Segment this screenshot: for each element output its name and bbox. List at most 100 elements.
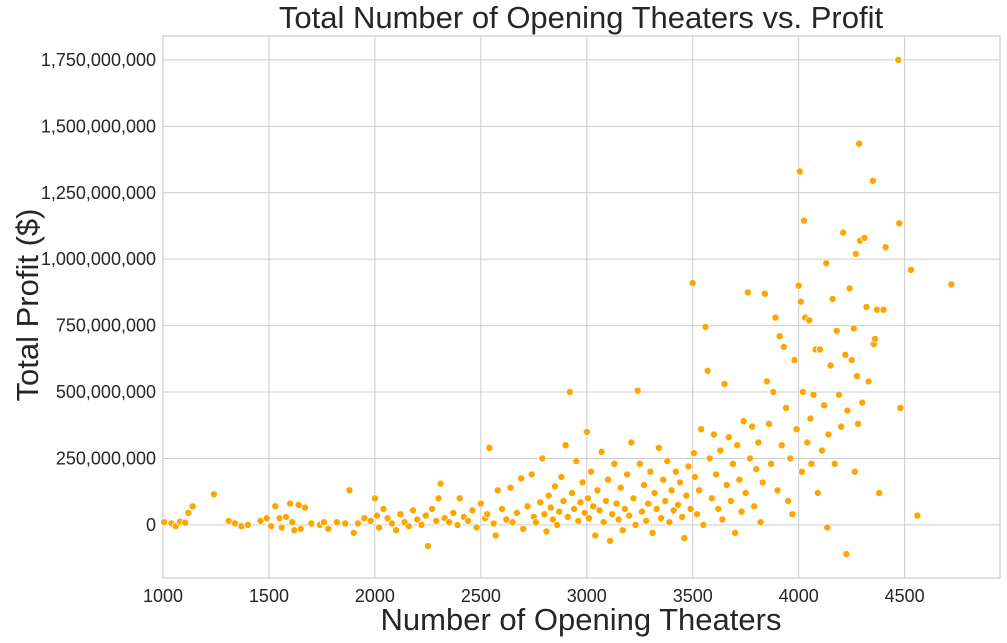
scatter-point	[661, 496, 670, 505]
scatter-point	[553, 520, 562, 529]
scatter-point	[476, 499, 485, 508]
scatter-point	[716, 446, 725, 455]
y-tick-label: 1,250,000,000	[41, 183, 156, 203]
scatter-point	[862, 302, 871, 311]
scatter-point	[531, 518, 540, 527]
scatter-point	[646, 467, 655, 476]
scatter-point	[896, 403, 905, 412]
y-axis-label: Total Profit ($)	[10, 209, 45, 402]
scatter-point	[805, 316, 814, 325]
scatter-point	[726, 496, 735, 505]
scatter-point	[682, 491, 691, 500]
scatter-point	[720, 379, 729, 388]
scatter-point	[875, 488, 884, 497]
scatter-point	[786, 454, 795, 463]
y-tick-label: 1,500,000,000	[41, 116, 156, 136]
scatter-point	[813, 488, 822, 497]
scatter-point	[784, 496, 793, 505]
scatter-point	[188, 502, 197, 511]
scatter-point	[644, 499, 653, 508]
scatter-point	[828, 294, 837, 303]
scatter-point	[809, 390, 818, 399]
scatter-point	[686, 504, 695, 513]
scatter-point	[404, 522, 413, 531]
scatter-point	[659, 475, 668, 484]
scatter-point	[797, 467, 806, 476]
scatter-point	[623, 470, 632, 479]
scatter-point	[894, 55, 903, 64]
x-tick-label: 3500	[673, 586, 713, 606]
scatter-point	[277, 523, 286, 532]
scatter-point	[718, 515, 727, 524]
scatter-point	[423, 542, 432, 551]
scatter-point	[332, 518, 341, 527]
scatter-point	[497, 504, 506, 513]
scatter-point	[654, 443, 663, 452]
scatter-point	[468, 506, 477, 515]
scatter-point	[671, 467, 680, 476]
x-tick-label: 1000	[143, 586, 183, 606]
scatter-point	[652, 504, 661, 513]
scatter-point	[680, 534, 689, 543]
scatter-point	[792, 425, 801, 434]
scatter-point	[508, 518, 517, 527]
scatter-point	[288, 518, 297, 527]
scatter-point	[807, 459, 816, 468]
scatter-point	[806, 414, 815, 423]
scatter-point	[758, 478, 767, 487]
scatter-point	[737, 507, 746, 516]
scatter-point	[536, 498, 545, 507]
scatter-point	[746, 454, 755, 463]
scatter-point	[777, 441, 786, 450]
scatter-point	[788, 510, 797, 519]
scatter-point	[184, 508, 193, 517]
scatter-point	[341, 519, 350, 528]
scatter-point	[673, 500, 682, 509]
scatter-point	[576, 498, 585, 507]
scatter-point	[733, 441, 742, 450]
scatter-point	[349, 528, 358, 537]
scatter-point	[760, 289, 769, 298]
scatter-point	[387, 519, 396, 528]
scatter-point	[491, 531, 500, 540]
scatter-point	[907, 265, 916, 274]
scatter-point	[307, 519, 316, 528]
scatter-point	[822, 259, 831, 268]
scatter-point	[767, 459, 776, 468]
scatter-point	[589, 502, 598, 511]
scatter-point	[782, 403, 791, 412]
scatter-point	[871, 334, 880, 343]
scatter-point	[803, 438, 812, 447]
scatter-point	[523, 502, 532, 511]
scatter-point	[572, 457, 581, 466]
scatter-point	[835, 390, 844, 399]
scatter-point	[860, 233, 869, 242]
scatter-point	[618, 526, 627, 535]
scatter-point	[455, 494, 464, 503]
scatter-point	[724, 433, 733, 442]
scatter-point	[271, 502, 280, 511]
scatter-point	[843, 406, 852, 415]
scatter-point	[627, 438, 636, 447]
scatter-point	[449, 508, 458, 517]
scatter-point	[714, 504, 723, 513]
scatter-point	[559, 496, 568, 505]
tick-labels: 1000 1500 2000 2500 3000 3500 4000 4500 0 250,000…	[41, 50, 925, 606]
scatter-point	[779, 342, 788, 351]
scatter-point	[648, 528, 657, 537]
y-tick-label: 250,000,000	[56, 448, 156, 468]
scatter-point	[620, 504, 629, 513]
x-tick-label: 3000	[567, 586, 607, 606]
scatter-point	[370, 494, 379, 503]
scatter-point	[864, 377, 873, 386]
scatter-point	[353, 519, 362, 528]
x-tick-label: 1500	[249, 586, 289, 606]
scatter-point	[667, 486, 676, 495]
scatter-point	[366, 516, 375, 525]
scatter-point	[413, 515, 422, 524]
scatter-point	[731, 528, 740, 537]
x-tick-label: 4500	[885, 586, 925, 606]
scatter-point	[472, 523, 481, 532]
scatter-point	[832, 326, 841, 335]
scatter-point	[445, 518, 454, 527]
